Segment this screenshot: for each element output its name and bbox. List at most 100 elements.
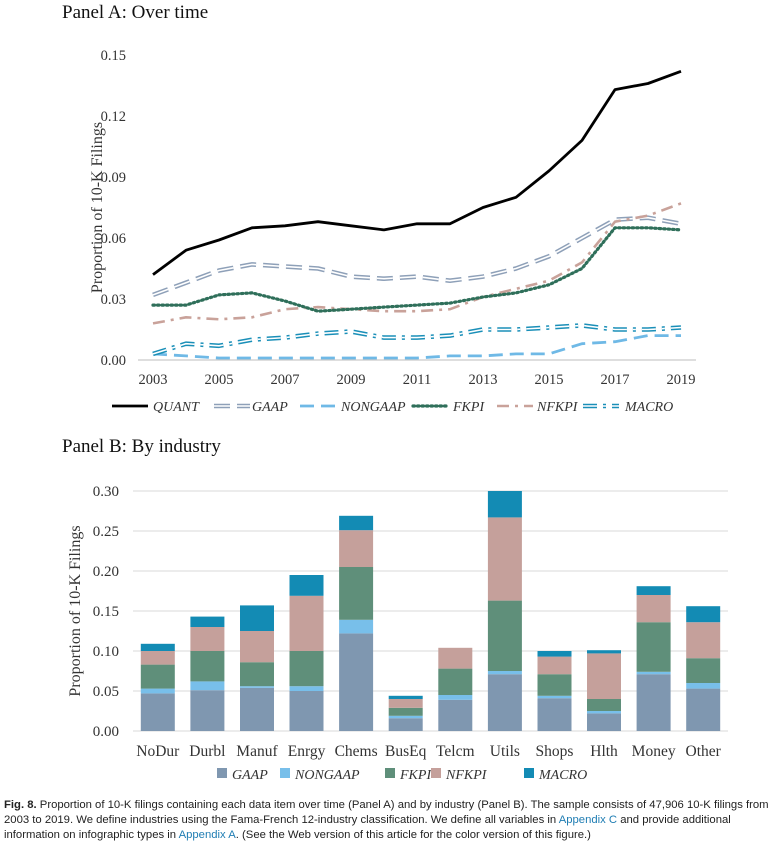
legend-swatch-nongaap <box>280 768 290 778</box>
x-tick-label-buseq: BusEq <box>385 743 427 760</box>
panel-b-stacked-bar-chart: 0.00 0.05 0.10 0.15 0.20 0.25 0.30 Proportion o… <box>67 484 728 783</box>
x-tick-label-nodur: NoDur <box>136 743 180 760</box>
bar-enrgy-fkpi <box>289 651 324 687</box>
bar-buseq-nfkpi <box>388 699 423 708</box>
caption-link-appendix-c[interactable]: Appendix C <box>558 814 618 826</box>
x-tick-label-durbl: Durbl <box>189 743 225 760</box>
x-tick-label-2007: 2007 <box>271 372 300 388</box>
caption-text-3: . (See the Web version of this article f… <box>235 829 591 841</box>
legend-label-macro: MACRO <box>624 400 673 415</box>
bar-buseq-macro <box>388 695 423 699</box>
bar-hlth-gaap <box>587 713 621 731</box>
x-tick-label-2019: 2019 <box>667 372 696 388</box>
legend-swatch-nfkpi <box>431 768 441 778</box>
bar-utils-nfkpi <box>487 517 522 601</box>
x-tick-label-2013: 2013 <box>469 372 498 388</box>
figure-caption: Fig. 8. Proportion of 10-K filings conta… <box>4 798 779 843</box>
legend-label-gaap: GAAP <box>252 400 288 415</box>
legend-label-nfkpi: NFKPI <box>536 400 579 415</box>
bar-other-fkpi <box>686 658 721 683</box>
caption-text-2: and provide additional information on in… <box>4 814 731 841</box>
bar-manuf-nfkpi <box>240 631 274 663</box>
bar-nodur-gaap <box>140 693 175 731</box>
x-tick-label-utils: Utils <box>490 743 520 760</box>
bar-shops-fkpi <box>537 674 572 696</box>
bar-other-macro <box>686 606 721 623</box>
bar-utils-macro <box>487 491 522 518</box>
x-tick-label-2015: 2015 <box>535 372 564 388</box>
series-gaap-line <box>152 215 682 298</box>
bar-nodur-macro <box>140 643 175 651</box>
bar-durbl-fkpi <box>190 651 225 682</box>
bar-hlth-nfkpi <box>587 653 621 699</box>
y-tick-label-0-15: 0.15 <box>93 604 119 620</box>
bar-durbl-nongaap <box>190 681 225 691</box>
bar-utils-nongaap <box>487 671 522 675</box>
series-quant-line <box>152 69 682 276</box>
caption-link-appendix-a[interactable]: Appendix A <box>178 829 236 841</box>
bar-chems-nfkpi <box>339 530 374 567</box>
legend-label-fkpi: FKPI <box>452 400 485 415</box>
bar-other-nongaap <box>686 683 721 689</box>
bar-hlth-fkpi <box>587 699 621 711</box>
y-tick-label-0-09: 0.09 <box>101 170 126 186</box>
y-tick-label-0-25: 0.25 <box>93 524 119 540</box>
bar-nodur-nongaap <box>140 688 175 694</box>
bar-telcm-nfkpi <box>438 647 473 669</box>
caption-text-1: Proportion of 10-K filings containing ea… <box>4 799 769 826</box>
bar-shops-nfkpi <box>537 656 572 675</box>
bar-shops-gaap <box>537 698 572 731</box>
bar-money-nongaap <box>636 671 671 675</box>
x-tick-label-enrgy: Enrgy <box>288 743 326 760</box>
legend-label-gaap: GAAP <box>232 768 268 783</box>
legend-label-macro: MACRO <box>538 768 587 783</box>
x-tick-label-2011: 2011 <box>403 372 431 388</box>
x-tick-label-2017: 2017 <box>601 372 630 388</box>
x-tick-label-other: Other <box>686 743 722 760</box>
bar-money-nfkpi <box>636 595 671 623</box>
bar-telcm-fkpi <box>438 668 473 695</box>
bar-shops-macro <box>537 651 572 657</box>
bar-manuf-nongaap <box>240 686 274 688</box>
bar-manuf-gaap <box>240 687 274 731</box>
bar-other-nfkpi <box>686 622 721 659</box>
bar-buseq-gaap <box>388 718 423 731</box>
bar-money-gaap <box>636 674 671 731</box>
legend-swatch-fkpi <box>385 768 395 778</box>
x-tick-label-manuf: Manuf <box>236 743 278 760</box>
panel-b-legend: GAAP NONGAAP FKPI NFKPI MACRO <box>217 768 587 783</box>
legend-label-nongaap: NONGAAP <box>294 768 360 783</box>
bar-chems-gaap <box>339 633 374 731</box>
bar-durbl-gaap <box>190 690 225 731</box>
bar-utils-gaap <box>487 674 522 731</box>
y-tick-label-0-10: 0.10 <box>93 644 119 660</box>
bar-manuf-macro <box>240 605 274 631</box>
bar-hlth-macro <box>587 650 621 654</box>
x-tick-label-chems: Chems <box>335 743 378 760</box>
x-tick-label-money: Money <box>632 743 676 760</box>
bar-utils-fkpi <box>487 600 522 671</box>
bar-shops-nongaap <box>537 695 572 699</box>
panel-a-legend: QUANT GAAP NONGAAP FKPI NFKPI MACRO <box>112 400 673 415</box>
series-fkpi-line <box>151 226 683 313</box>
y-tick-label-0-15: 0.15 <box>101 48 126 64</box>
series-macro-line <box>152 323 682 357</box>
y-tick-label-0-03: 0.03 <box>101 292 126 308</box>
x-tick-label-2003: 2003 <box>139 372 168 388</box>
bar-enrgy-nfkpi <box>289 595 324 651</box>
x-tick-label-hlth: Hlth <box>590 743 618 760</box>
bar-other-gaap <box>686 688 721 731</box>
bar-chems-nongaap <box>339 619 374 634</box>
bar-nodur-fkpi <box>140 664 175 689</box>
legend-label-fkpi: FKPI <box>399 768 432 783</box>
bar-chems-fkpi <box>339 567 374 620</box>
bar-durbl-nfkpi <box>190 627 225 651</box>
bar-telcm-nongaap <box>438 695 473 700</box>
panel-b-title: Panel B: By industry <box>62 436 221 457</box>
legend-label-nongaap: NONGAAP <box>340 400 406 415</box>
series-nfkpi-line <box>152 202 682 325</box>
panel-a-line-chart: 0.00 0.03 0.06 0.09 0.12 0.15 2003 2005 2007 2009… <box>89 48 696 415</box>
bar-money-macro <box>636 586 671 595</box>
bar-durbl-macro <box>190 616 225 627</box>
y-tick-label-0-00: 0.00 <box>93 724 119 740</box>
